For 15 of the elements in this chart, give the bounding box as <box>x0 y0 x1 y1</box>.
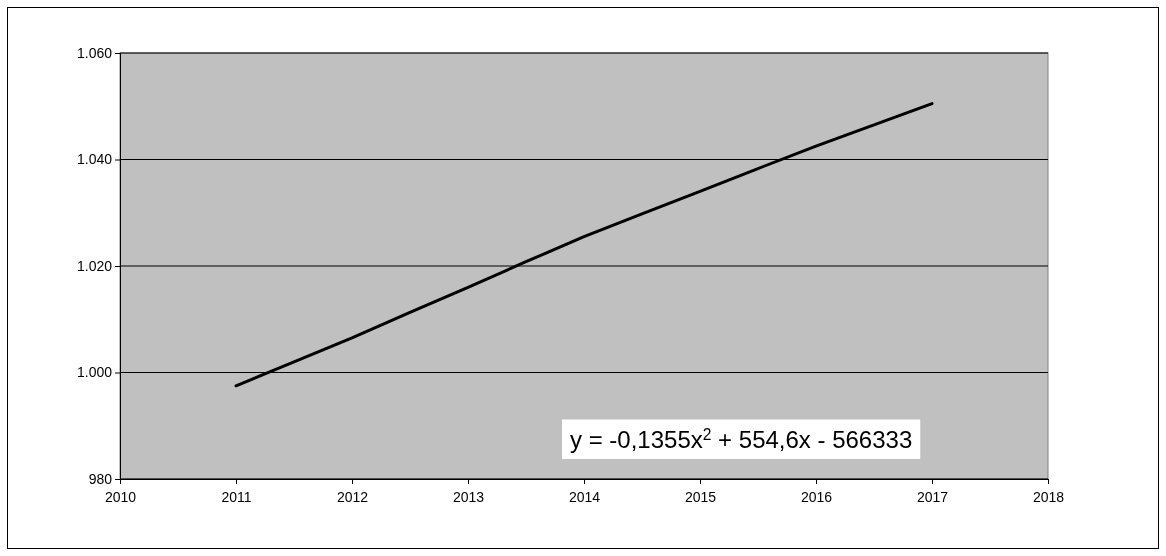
y-tick-label: 1.020 <box>76 257 113 274</box>
x-tick-label: 2010 <box>104 489 137 506</box>
y-tick-label: 1.060 <box>76 44 113 61</box>
x-tick-label: 2018 <box>1032 489 1065 506</box>
x-tick-label: 2015 <box>684 489 717 506</box>
y-tick-label: 1.040 <box>76 151 113 168</box>
x-tick-label: 2012 <box>336 489 369 506</box>
y-tick-label: 1.000 <box>76 364 113 381</box>
x-tick-label: 2013 <box>452 489 485 506</box>
y-tick-label: 980 <box>88 470 113 487</box>
x-tick-label: 2011 <box>221 489 252 506</box>
x-tick-label: 2017 <box>916 489 949 506</box>
x-tick-label: 2016 <box>800 489 833 506</box>
x-tick-label: 2014 <box>568 489 601 506</box>
annotation: y = -0,1355x$^{2}$ + 554,6x - 566333 <box>570 425 913 453</box>
